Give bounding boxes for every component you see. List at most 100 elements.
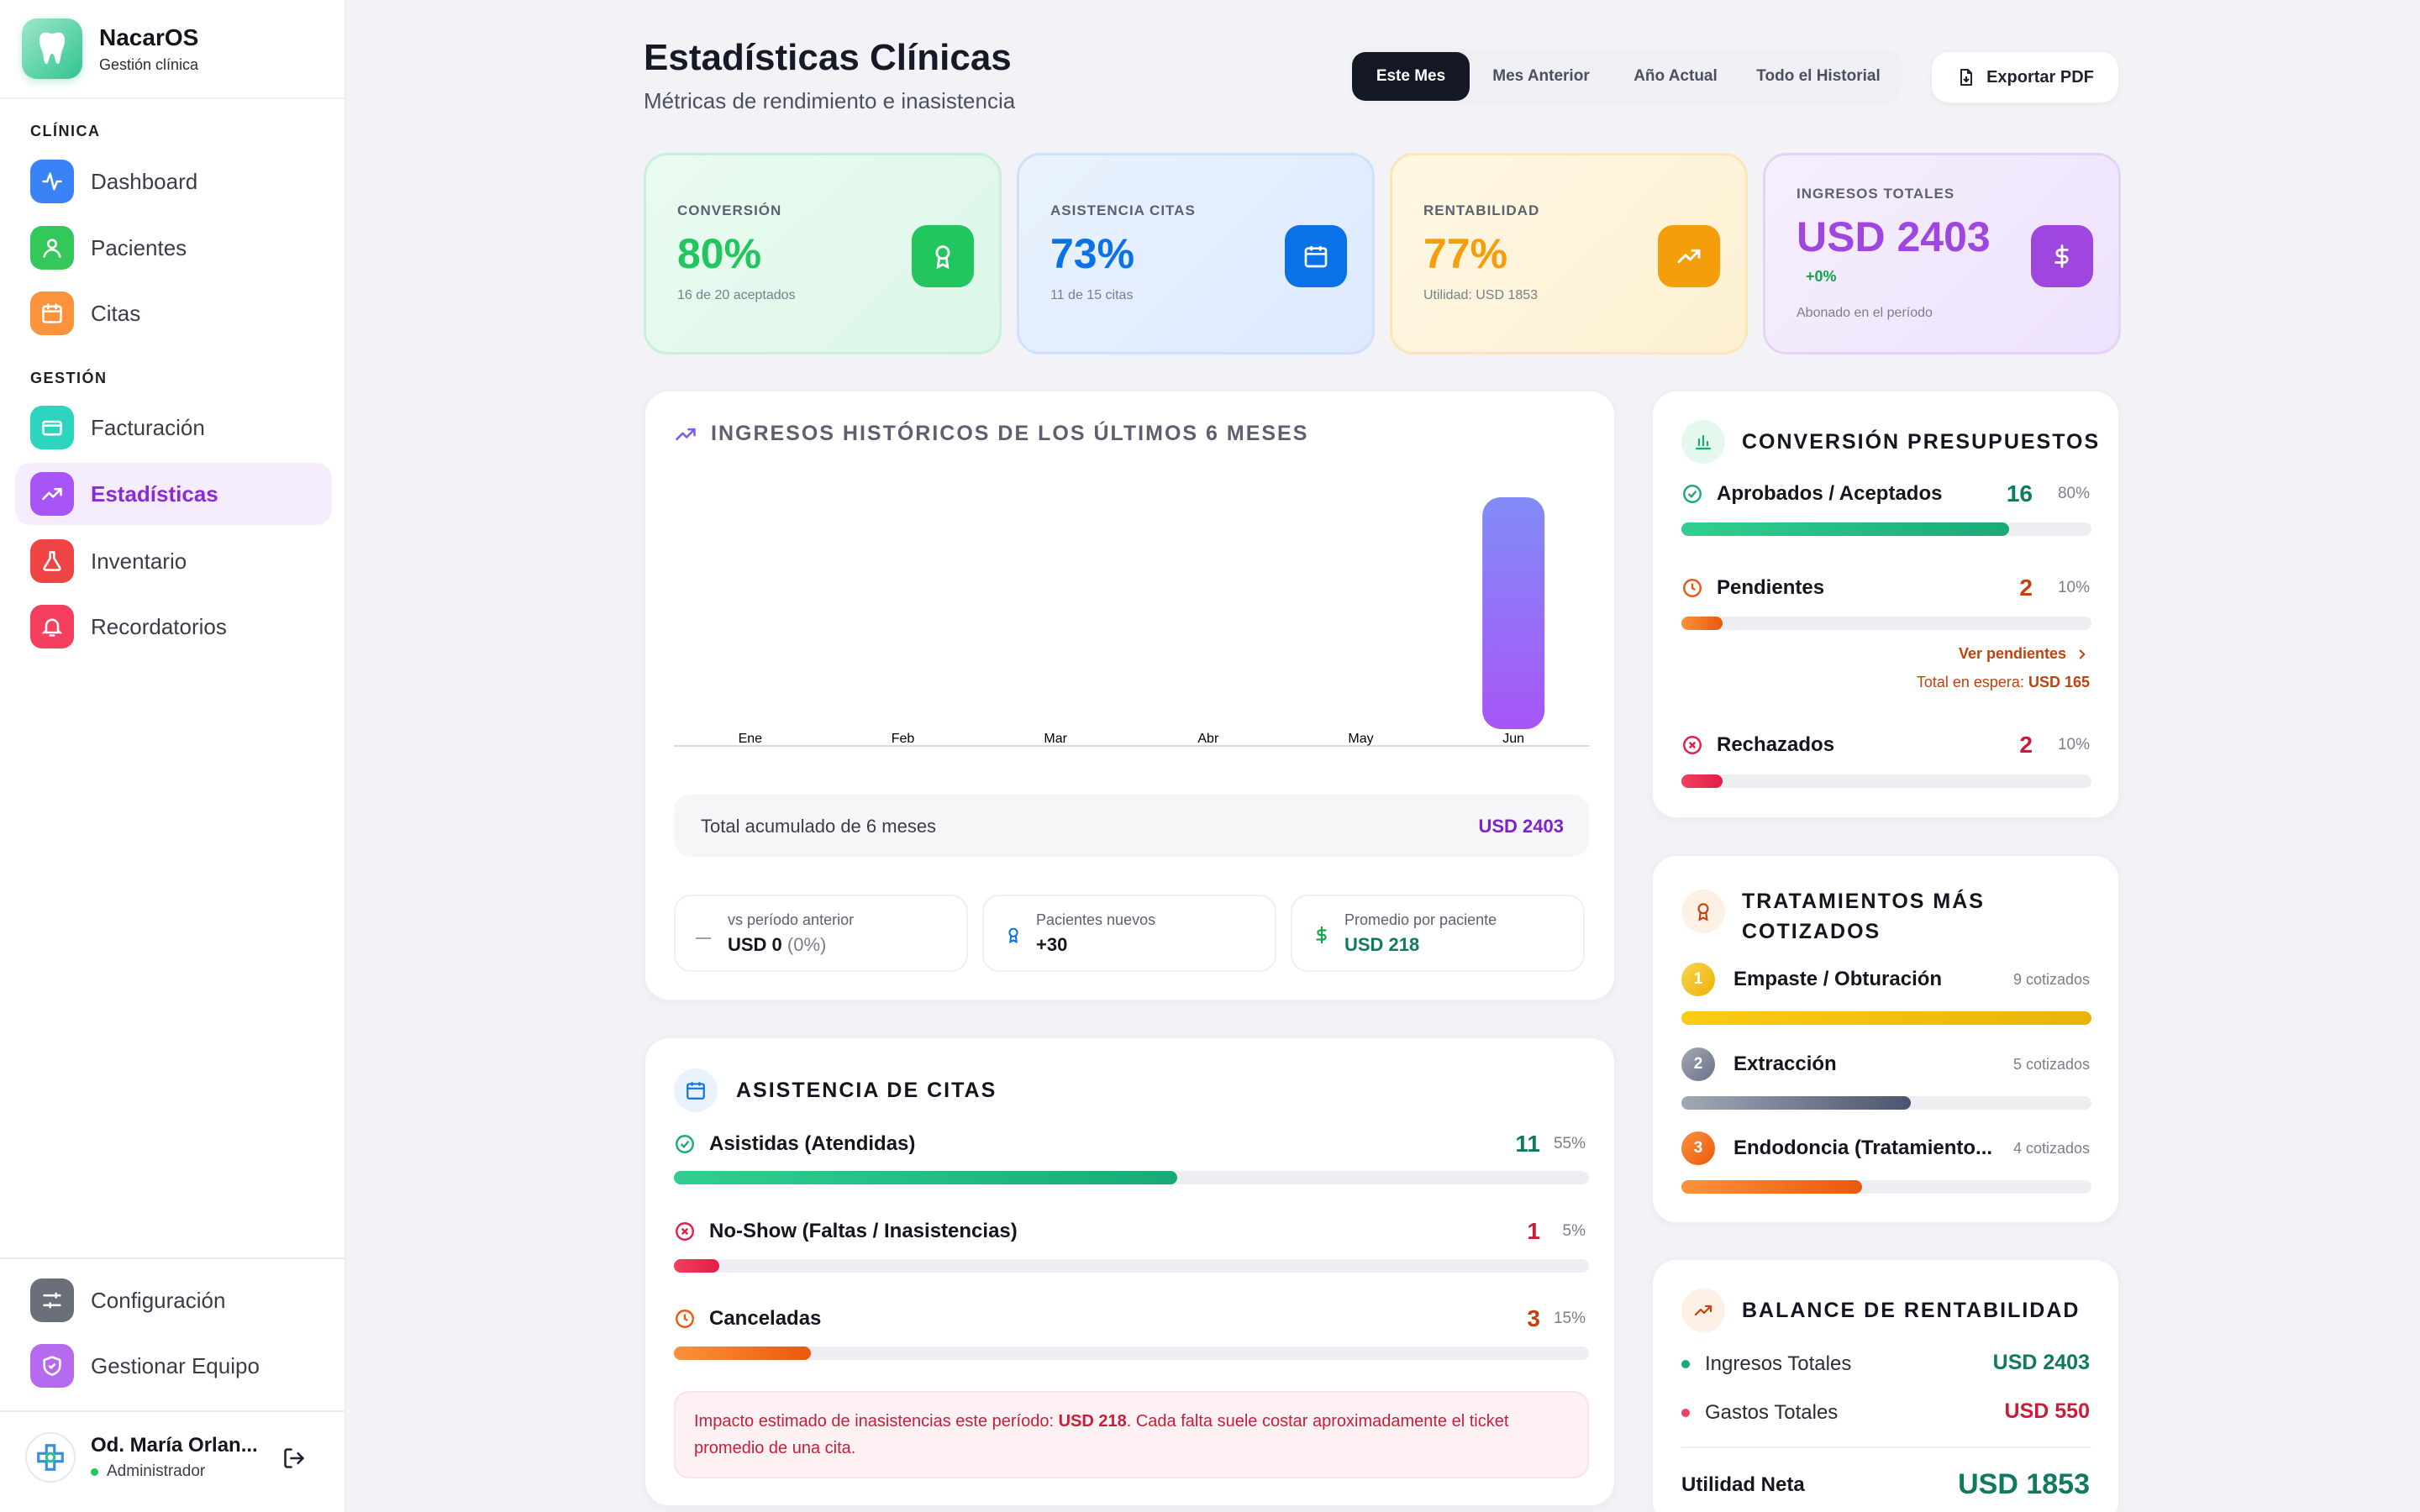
expense-value: USD 550	[2004, 1399, 2090, 1423]
tab-mes-anterior[interactable]: Mes Anterior	[1492, 67, 1590, 85]
balance-card: BALANCE DE RENTABILIDAD Ingresos Totales…	[1651, 1258, 2120, 1512]
budget-row-pendientes: Pendientes	[1681, 576, 1824, 600]
online-status-dot	[91, 1467, 98, 1476]
kpi-value: 73%	[1050, 230, 1135, 277]
calendar-icon	[674, 1068, 718, 1112]
total-label: Total acumulado de 6 meses	[701, 816, 937, 837]
sidebar-divider	[0, 1257, 346, 1259]
treatment-count: 9 cotizados	[2012, 971, 2090, 988]
kpi-value: 80%	[677, 230, 762, 277]
kpi-sub: Utilidad: USD 1853	[1423, 288, 1539, 302]
row-pct: 5%	[1562, 1222, 1586, 1240]
row-count: 11	[1515, 1131, 1540, 1157]
stat-value: +30	[1036, 934, 1068, 955]
rank-badge: 2	[1681, 1047, 1715, 1081]
calendar-icon	[30, 291, 74, 335]
sidebar-item-facturacion[interactable]: Facturación	[15, 396, 332, 459]
income-row: Ingresos Totales	[1681, 1352, 1851, 1376]
sidebar-item-inventario[interactable]: Inventario	[15, 530, 332, 592]
credit-card-icon	[30, 406, 74, 449]
kpi-rentabilidad: RENTABILIDAD 77% Utilidad: USD 1853	[1390, 153, 1748, 354]
sidebar-item-label: Recordatorios	[91, 613, 227, 639]
app-subtitle: Gestión clínica	[99, 55, 199, 73]
total-value: USD 2403	[1478, 816, 1564, 837]
tab-ano-actual[interactable]: Año Actual	[1634, 67, 1718, 85]
attendance-bar-noshow	[674, 1259, 720, 1273]
sidebar-item-recordatorios[interactable]: Recordatorios	[15, 596, 332, 658]
minus-icon	[696, 930, 713, 945]
balance-divider	[1681, 1446, 2091, 1448]
sidebar: NacarOS Gestión clínica CLÍNICA Dashboar…	[0, 0, 346, 1512]
attendance-row-asistidas: Asistidas (Atendidas)	[674, 1132, 915, 1156]
row-label: Pendientes	[1717, 576, 1825, 599]
tick-label-abr: Abr	[1197, 732, 1219, 746]
period-tabs: Este Mes Mes Anterior Año Actual Todo el…	[1349, 49, 1902, 104]
attendance-title: ASISTENCIA DE CITAS	[736, 1078, 997, 1102]
attendance-bar-asistidas	[674, 1171, 1177, 1184]
attendance-row-noshow: No-Show (Faltas / Inasistencias)	[674, 1220, 1018, 1243]
award-icon	[912, 225, 974, 287]
waiting-label: Total en espera:	[1916, 674, 2028, 690]
budget-row-aprobados: Aprobados / Aceptados	[1681, 482, 1942, 506]
row-label: Rechazados	[1717, 733, 1835, 756]
file-download-icon	[1960, 69, 1973, 86]
app-name: NacarOS	[99, 24, 199, 50]
kpi-sub: 16 de 20 aceptados	[677, 288, 796, 302]
activity-icon	[30, 160, 74, 203]
page-title: Estadísticas Clínicas	[644, 37, 1012, 78]
chevron-right-icon	[2079, 649, 2086, 659]
export-label: Exportar PDF	[1986, 67, 2094, 87]
award-icon	[1004, 925, 1023, 949]
treatment-bar-2	[1681, 1096, 1912, 1110]
row-pct: 10%	[2057, 579, 2090, 596]
sidebar-item-label: Facturación	[91, 414, 205, 440]
sidebar-item-gestionar-equipo[interactable]: Gestionar Equipo	[15, 1335, 332, 1397]
income-value: USD 2403	[1992, 1351, 2090, 1374]
bar-jun[interactable]	[1482, 497, 1545, 729]
row-count: 16	[2006, 480, 2033, 507]
kpi-sub: 11 de 15 citas	[1050, 288, 1134, 302]
income-label: Ingresos Totales	[1705, 1352, 1852, 1375]
ver-pendientes-link[interactable]: Ver pendientes	[1959, 645, 2090, 663]
treatments-title: TRATAMIENTOS MÁS COTIZADOS	[1742, 886, 1985, 947]
sidebar-item-estadisticas[interactable]: Estadísticas	[15, 463, 332, 525]
bell-icon	[30, 605, 74, 648]
sidebar-item-citas[interactable]: Citas	[15, 282, 332, 344]
treatment-label: Empaste / Obturación	[1733, 968, 1943, 990]
sidebar-item-label: Estadísticas	[91, 480, 218, 507]
kpi-value: 77%	[1423, 230, 1508, 277]
award-icon	[1681, 890, 1725, 933]
sidebar-item-label: Citas	[91, 300, 141, 326]
export-pdf-button[interactable]: Exportar PDF	[1932, 52, 2118, 102]
revenue-card: INGRESOS HISTÓRICOS DE LOS ÚLTIMOS 6 MES…	[644, 390, 1616, 1001]
section-clinica: CLÍNICA	[30, 123, 101, 139]
stat-value: USD 0	[728, 934, 782, 955]
tick-label-mar: Mar	[1044, 732, 1067, 746]
row-count: 3	[1527, 1305, 1540, 1331]
sidebar-item-pacientes[interactable]: Pacientes	[15, 217, 332, 279]
sidebar-item-dashboard[interactable]: Dashboard	[15, 150, 332, 213]
budget-bar-aprobados	[1681, 522, 2010, 536]
tab-todo-el-historial[interactable]: Todo el Historial	[1756, 67, 1881, 85]
net-value: USD 1853	[1958, 1468, 2090, 1500]
budget-bar-pendientes	[1681, 617, 1723, 630]
tab-este-mes[interactable]: Este Mes	[1352, 52, 1470, 101]
tick-label-ene: Ene	[739, 732, 763, 746]
treatment-row-1: 1 Empaste / Obturación	[1681, 963, 1942, 996]
waiting-total: Total en espera: USD 165	[1917, 674, 2090, 691]
row-pct: 15%	[1553, 1310, 1586, 1327]
tick-label-feb: Feb	[892, 732, 915, 746]
budgets-title: CONVERSIÓN PRESUPUESTOS	[1742, 429, 2101, 454]
tooth-logo-icon	[22, 18, 82, 79]
stat-promedio-paciente: Promedio por paciente USD 218	[1291, 895, 1585, 972]
kpi-ingresos: INGRESOS TOTALES USD 2403 +0% Abonado en…	[1763, 153, 2121, 354]
flask-icon	[30, 539, 74, 583]
user-profile[interactable]: Od. María Orlan... Administrador	[25, 1432, 258, 1483]
logout-icon[interactable]	[282, 1446, 306, 1474]
kpi-sub: Abonado en el período	[1797, 306, 1933, 320]
sidebar-item-label: Pacientes	[91, 234, 187, 260]
row-label: Asistidas (Atendidas)	[709, 1132, 916, 1155]
sidebar-item-configuracion[interactable]: Configuración	[15, 1269, 332, 1331]
row-pct: 55%	[1553, 1135, 1586, 1152]
user-role: Administrador	[107, 1462, 206, 1480]
